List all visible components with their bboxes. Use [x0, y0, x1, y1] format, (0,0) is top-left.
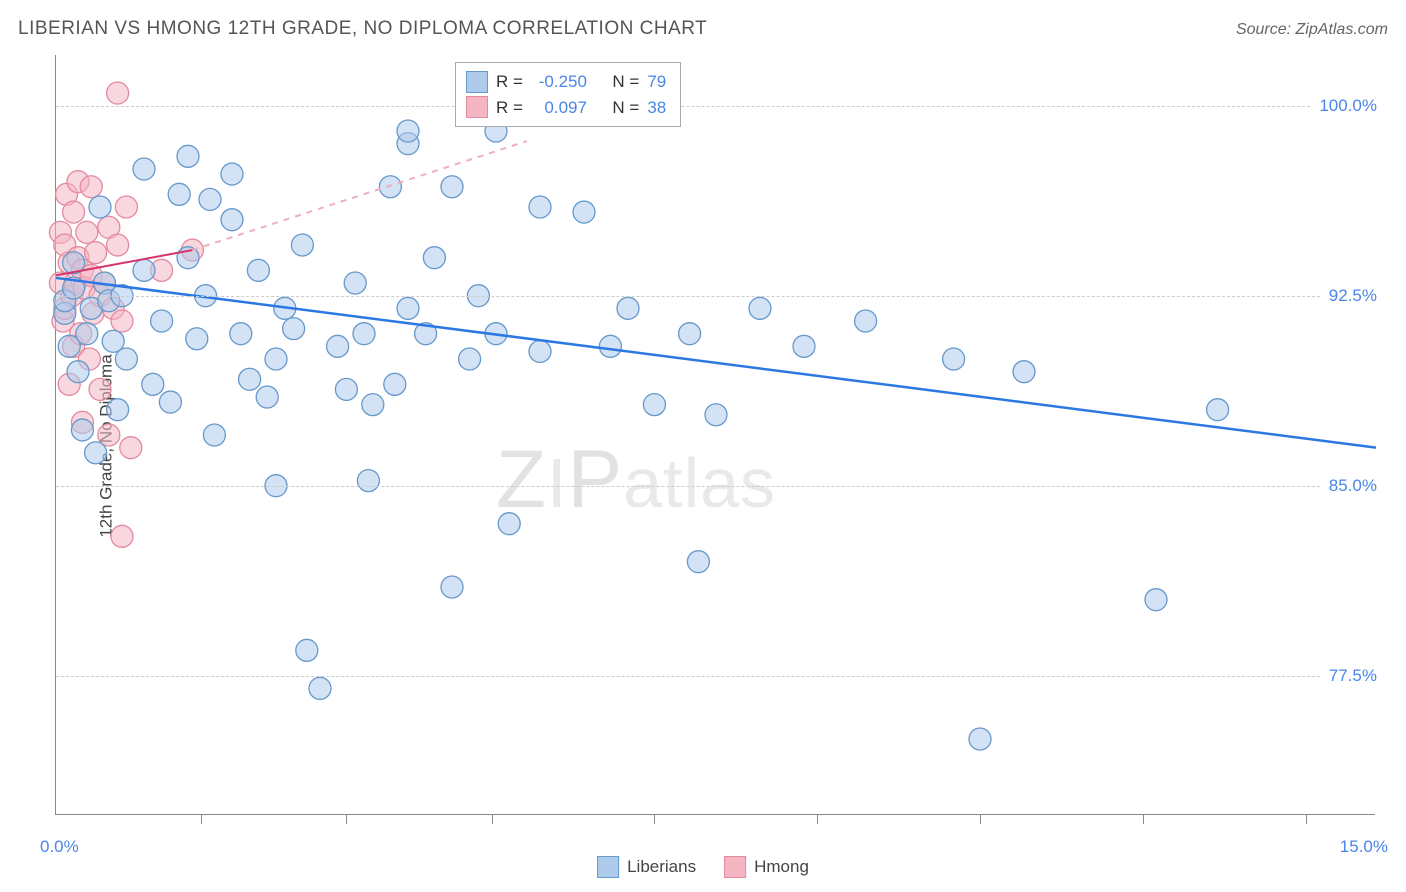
y-tick-label: 77.5% [1321, 666, 1377, 686]
stats-row-liberians: R = -0.250 N = 79 [466, 69, 666, 95]
hmong-swatch-icon [466, 96, 488, 118]
legend-label: Liberians [627, 857, 696, 877]
x-tick [201, 814, 202, 824]
hmong-swatch-icon [724, 856, 746, 878]
liberians-swatch-icon [466, 71, 488, 93]
stat-label: R = [496, 95, 523, 121]
x-tick [1143, 814, 1144, 824]
stats-row-hmong: R = 0.097 N = 38 [466, 95, 666, 121]
x-axis-max-label: 15.0% [1340, 837, 1388, 857]
y-tick-label: 85.0% [1321, 476, 1377, 496]
scatter-plot-svg [56, 55, 1375, 814]
x-tick [346, 814, 347, 824]
correlation-stats-box: R = -0.250 N = 79 R = 0.097 N = 38 [455, 62, 681, 127]
chart-title: LIBERIAN VS HMONG 12TH GRADE, NO DIPLOMA… [18, 18, 707, 40]
gridline [56, 296, 1375, 297]
series-legend: Liberians Hmong [597, 856, 809, 878]
x-tick [980, 814, 981, 824]
n-value-liberians: 79 [647, 69, 666, 95]
liberians-swatch-icon [597, 856, 619, 878]
chart-header: LIBERIAN VS HMONG 12TH GRADE, NO DIPLOMA… [18, 18, 1388, 40]
gridline [56, 106, 1375, 107]
legend-item-liberians: Liberians [597, 856, 696, 878]
legend-item-hmong: Hmong [724, 856, 809, 878]
gridline [56, 676, 1375, 677]
x-tick [817, 814, 818, 824]
gridline [56, 486, 1375, 487]
r-value-hmong: 0.097 [531, 95, 587, 121]
x-tick [492, 814, 493, 824]
y-tick-label: 100.0% [1311, 96, 1377, 116]
stat-label: N = [612, 69, 639, 95]
n-value-hmong: 38 [647, 95, 666, 121]
x-tick [654, 814, 655, 824]
r-value-liberians: -0.250 [531, 69, 587, 95]
x-tick [1306, 814, 1307, 824]
x-axis-min-label: 0.0% [40, 837, 79, 857]
stat-label: N = [612, 95, 639, 121]
legend-label: Hmong [754, 857, 809, 877]
stat-label: R = [496, 69, 523, 95]
chart-source: Source: ZipAtlas.com [1236, 21, 1388, 39]
y-tick-label: 92.5% [1321, 286, 1377, 306]
chart-plot-area: ZIPatlas 77.5%85.0%92.5%100.0% [55, 55, 1375, 815]
